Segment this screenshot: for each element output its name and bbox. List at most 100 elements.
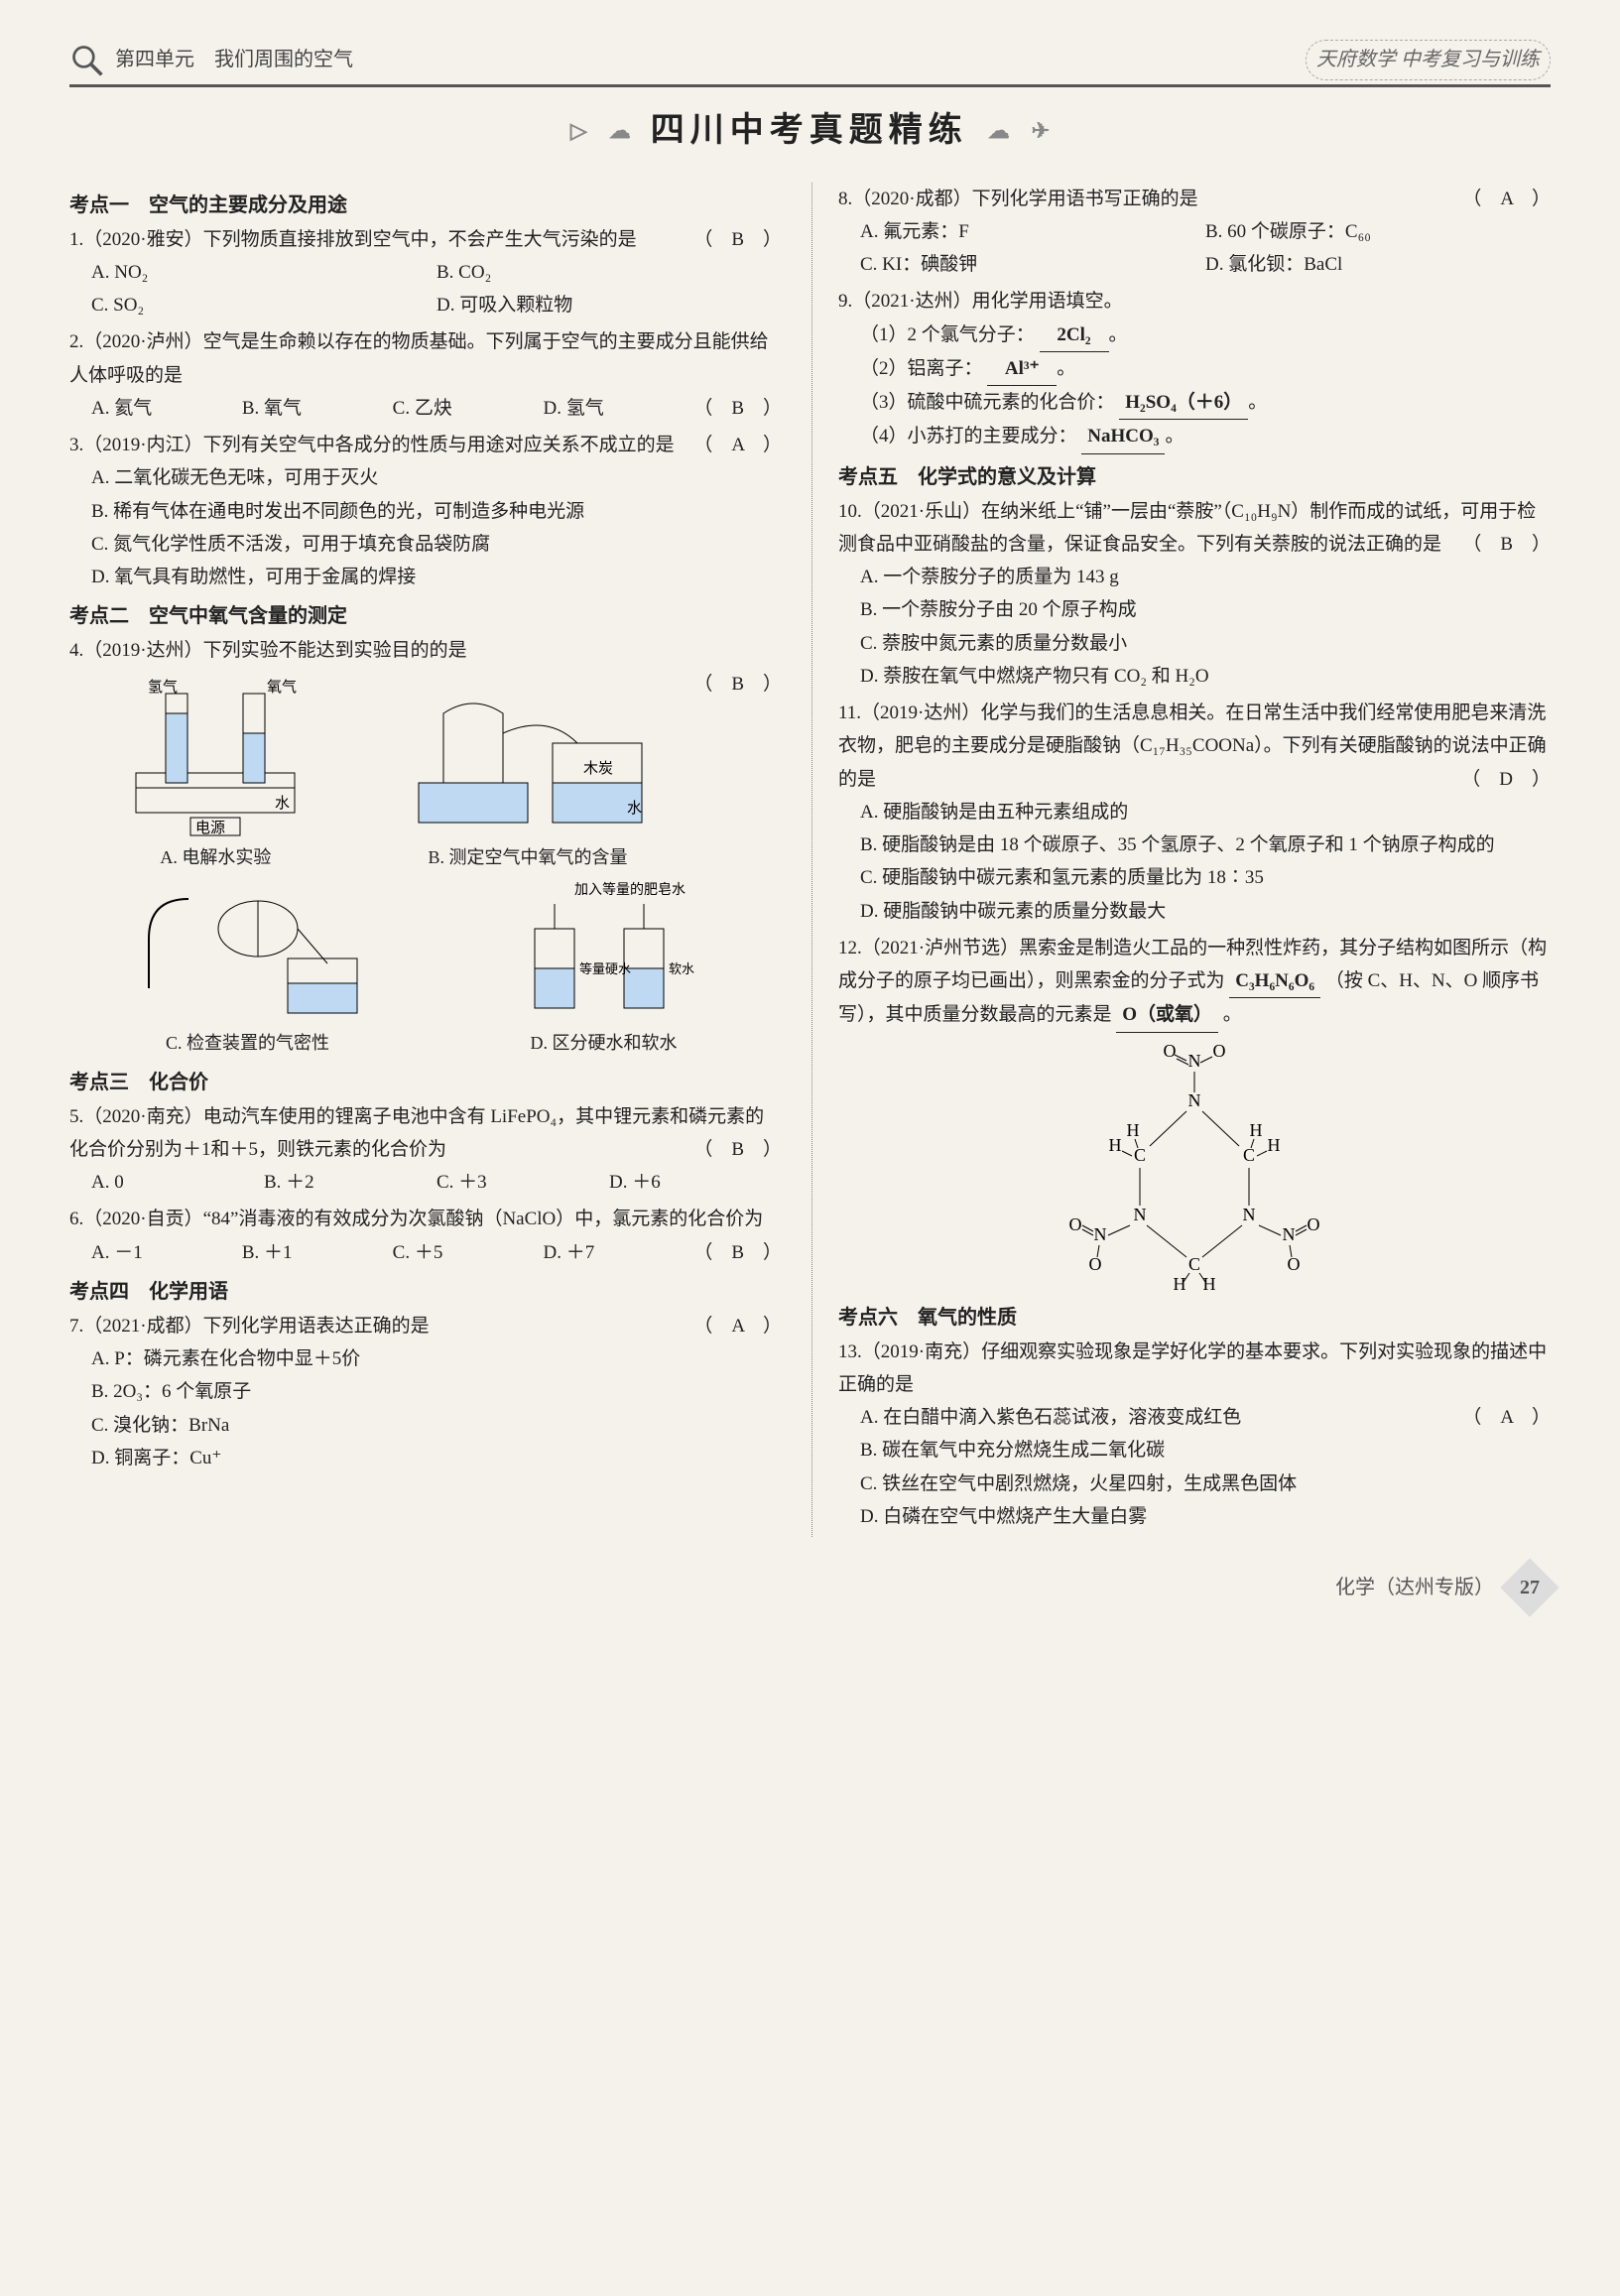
q11-answer: （ D ） xyxy=(1461,763,1551,796)
svg-text:N: N xyxy=(1243,1205,1256,1224)
q7-stem: 7.（2021·成都）下列化学用语表达正确的是 xyxy=(69,1316,430,1337)
svg-text:N: N xyxy=(1188,1090,1201,1110)
svg-text:N: N xyxy=(1283,1224,1296,1244)
q9-s3-ans: H₂SO₄（＋6） xyxy=(1119,386,1248,420)
topic-5: 考点五 化学式的意义及计算 xyxy=(838,460,1551,495)
q9-s4-ans: NaHCO₃ xyxy=(1081,420,1165,453)
q1-opt-d: D. 可吸入颗粒物 xyxy=(436,289,782,321)
svg-text:O: O xyxy=(1213,1041,1226,1061)
q7-opt-a: A. P：磷元素在化合物中显＋5价 xyxy=(69,1342,782,1375)
topic-4: 考点四 化学用语 xyxy=(69,1275,782,1310)
question-11: 11.（2019·达州）化学与我们的生活息息相关。在日常生活中我们经常使用肥皂来… xyxy=(838,697,1551,928)
q1-options: A. NO₂ B. CO₂ C. SO₂ D. 可吸入颗粒物 xyxy=(69,256,782,322)
q4-stem: 4.（2019·达州）下列实验不能达到实验目的的是 xyxy=(69,640,467,661)
svg-text:H: H xyxy=(1127,1120,1140,1140)
q9-s1-label: （1）2 个氯气分子： xyxy=(860,324,1035,345)
q7-opt-c: C. 溴化钠：BrNa xyxy=(69,1409,782,1442)
q4-diagram-row1: 氢气 氧气 电源 水 A. 电解水实验 木炭 xyxy=(69,674,693,874)
q6-opt-a: A. －1 xyxy=(91,1236,242,1269)
question-1: 1.（2020·雅安）下列物质直接排放到空气中，不会产生大气污染的是 （ B ）… xyxy=(69,223,782,322)
q5-opt-d: D. ＋6 xyxy=(609,1166,782,1199)
q13-opt-a: A. 在白醋中滴入紫色石蕊试液，溶液变成红色 xyxy=(838,1401,1551,1434)
svg-text:C: C xyxy=(1134,1145,1146,1165)
q2-stem: 2.（2020·泸州）空气是生命赖以存在的物质基础。下列属于空气的主要成分且能供… xyxy=(69,331,769,385)
q6-options: A. －1 B. ＋1 C. ＋5 D. ＋7 xyxy=(69,1236,693,1269)
q12-tail: 。 xyxy=(1223,1004,1242,1025)
topic-2: 考点二 空气中氧气含量的测定 xyxy=(69,599,782,634)
q2-opt-d: D. 氢气 xyxy=(543,392,693,425)
q3-answer: （ A ） xyxy=(693,429,782,461)
svg-text:C: C xyxy=(1188,1254,1200,1274)
q4-cap-b: B. 测定空气中氧气的含量 xyxy=(399,842,657,874)
q4-diagram-c: C. 检查装置的气密性 xyxy=(129,879,367,1060)
q11-opt-a: A. 硬脂酸钠是由五种元素组成的 xyxy=(838,796,1551,829)
q10-opt-c: C. 萘胺中氮元素的质量分数最小 xyxy=(838,627,1551,660)
q1-stem: 1.（2020·雅安）下列物质直接排放到空气中，不会产生大气污染的是 xyxy=(69,229,637,250)
q1-answer: （ B ） xyxy=(693,223,782,256)
q13-opt-c: C. 铁丝在空气中剧烈燃烧，火星四射，生成黑色固体 xyxy=(838,1467,1551,1500)
svg-text:H: H xyxy=(1268,1135,1281,1155)
q9-s3-label: （3）硫酸中硫元素的化合价： xyxy=(860,392,1115,413)
svg-text:O: O xyxy=(1069,1214,1082,1234)
left-column: 考点一 空气的主要成分及用途 1.（2020·雅安）下列物质直接排放到空气中，不… xyxy=(69,183,782,1538)
q1-opt-c: C. SO₂ xyxy=(91,289,436,321)
question-5: 5.（2020·南充）电动汽车使用的锂离子电池中含有 LiFePO₄，其中锂元素… xyxy=(69,1100,782,1200)
q4-answer: （ B ） xyxy=(693,668,782,701)
q8-options: A. 氟元素：F B. 60 个碳原子：C₆₀ C. KI：碘酸钾 D. 氯化钡… xyxy=(838,215,1551,282)
q3-stem: 3.（2019·内江）下列有关空气中各成分的性质与用途对应关系不成立的是 xyxy=(69,435,675,455)
q11-opt-d: D. 硬脂酸钠中碳元素的质量分数最大 xyxy=(838,895,1551,928)
q2-answer: （ B ） xyxy=(693,392,782,425)
question-8: 8.（2020·成都）下列化学用语书写正确的是 （ A ） A. 氟元素：F B… xyxy=(838,183,1551,282)
q4-diagram-b: 木炭 水 B. 测定空气中氧气的含量 xyxy=(399,674,657,874)
q9-s2-ans: Al³⁺ xyxy=(987,352,1057,386)
svg-text:H: H xyxy=(1109,1135,1122,1155)
q3-opt-d: D. 氧气具有助燃性，可用于金属的焊接 xyxy=(69,561,782,593)
q9-sub2: （2）铝离子： Al³⁺。 xyxy=(838,352,1551,386)
q10-options: A. 一个萘胺分子的质量为 143 g B. 一个萘胺分子由 20 个原子构成 … xyxy=(838,561,1551,693)
title-deco-right: ☁︎ ✈ xyxy=(988,112,1050,151)
svg-text:N: N xyxy=(1188,1051,1201,1071)
q10-opt-d: D. 萘胺在氧气中燃烧产物只有 CO₂ 和 H₂O xyxy=(838,660,1551,693)
question-2: 2.（2020·泸州）空气是生命赖以存在的物质基础。下列属于空气的主要成分且能供… xyxy=(69,325,782,425)
q4-diagram-a: 氢气 氧气 电源 水 A. 电解水实验 xyxy=(106,674,324,874)
q8-opt-b: B. 60 个碳原子：C₆₀ xyxy=(1205,215,1551,248)
q13-answer: （ A ） xyxy=(1462,1401,1551,1434)
bell-jar-icon: 木炭 水 xyxy=(399,674,657,842)
q13-opt-d: D. 白磷在空气中燃烧产生大量白雾 xyxy=(838,1500,1551,1533)
q7-answer: （ A ） xyxy=(693,1310,782,1342)
page-footer: 化学（达州专版） 27 xyxy=(69,1567,1551,1608)
q9-s1-ans: 2Cl₂ xyxy=(1040,319,1109,352)
q9-s4-label: （4）小苏打的主要成分： xyxy=(860,426,1077,446)
label-soap: 加入等量的肥皂水 xyxy=(574,881,685,898)
svg-text:H: H xyxy=(1203,1274,1216,1294)
topic-6: 考点六 氧气的性质 xyxy=(838,1301,1551,1336)
question-7: 7.（2021·成都）下列化学用语表达正确的是 （ A ） A. P：磷元素在化… xyxy=(69,1310,782,1474)
q8-stem: 8.（2020·成都）下列化学用语书写正确的是 xyxy=(838,189,1198,209)
magnifier-icon xyxy=(69,43,105,78)
q6-stem: 6.（2020·自贡）“84”消毒液的有效成分为次氯酸钠（NaClO）中，氯元素… xyxy=(69,1209,763,1229)
svg-text:C: C xyxy=(1243,1145,1255,1165)
question-6: 6.（2020·自贡）“84”消毒液的有效成分为次氯酸钠（NaClO）中，氯元素… xyxy=(69,1203,782,1269)
q7-opt-d: D. 铜离子：Cu⁺ xyxy=(69,1442,782,1474)
page-title-row: ▷ ☁︎ 四川中考真题精练 ☁︎ ✈ xyxy=(69,101,1551,161)
question-13: 13.（2019·南充）仔细观察实验现象是学好化学的基本要求。下列对实验现象的描… xyxy=(838,1336,1551,1534)
q6-opt-d: D. ＋7 xyxy=(543,1236,693,1269)
right-column: 8.（2020·成都）下列化学用语书写正确的是 （ A ） A. 氟元素：F B… xyxy=(811,183,1551,1538)
label-soft: 软水 xyxy=(669,961,694,976)
label-charcoal: 木炭 xyxy=(583,760,613,777)
label-h2: 氢气 xyxy=(148,679,178,696)
q13-opt-b: B. 碳在氧气中充分燃烧生成二氧化碳 xyxy=(838,1434,1551,1467)
question-9: 9.（2021·达州）用化学用语填空。 （1）2 个氯气分子： 2Cl₂。 （2… xyxy=(838,285,1551,453)
svg-text:H: H xyxy=(1174,1274,1186,1294)
q5-answer: （ B ） xyxy=(693,1133,782,1166)
q11-opt-c: C. 硬脂酸钠中碳元素和氢元素的质量比为 18∶35 xyxy=(838,861,1551,894)
q4-cap-c: C. 检查装置的气密性 xyxy=(129,1028,367,1060)
q6-answer: （ B ） xyxy=(693,1236,782,1269)
question-12: 12.（2021·泸州节选）黑索金是制造火工品的一种烈性炸药，其分子结构如图所示… xyxy=(838,932,1551,1295)
label-water-a: 水 xyxy=(275,795,290,812)
q11-stem: 11.（2019·达州）化学与我们的生活息息相关。在日常生活中我们经常使用肥皂来… xyxy=(838,702,1547,790)
question-3: 3.（2019·内江）下列有关空气中各成分的性质与用途对应关系不成立的是 （ A… xyxy=(69,429,782,593)
svg-text:O: O xyxy=(1164,1041,1177,1061)
svg-text:N: N xyxy=(1094,1224,1107,1244)
page-header: 第四单元 我们周围的空气 天府数学 中考复习与训练 xyxy=(69,40,1551,87)
